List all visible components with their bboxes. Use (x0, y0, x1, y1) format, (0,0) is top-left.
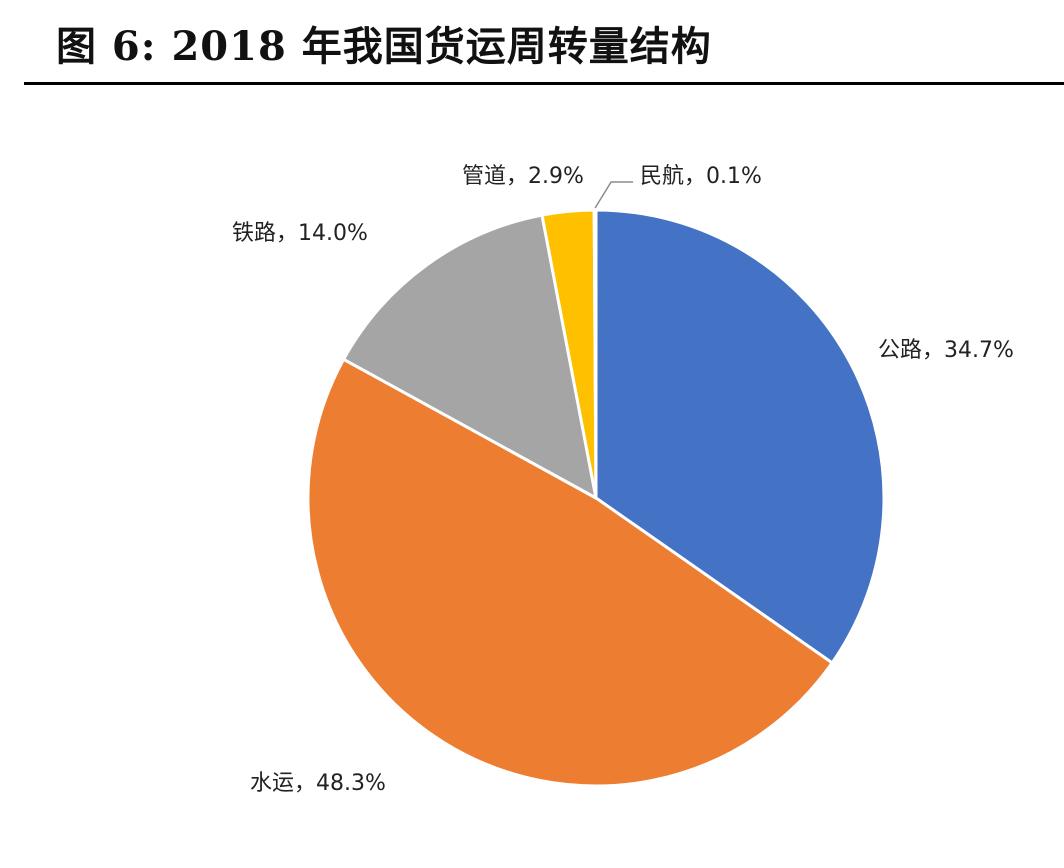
pie-label-水运: 水运，48.3% (250, 771, 386, 796)
pie-label-铁路: 铁路，14.0% (232, 221, 368, 246)
pie-label-管道: 管道，2.9% (462, 164, 584, 189)
leader-lines (594, 181, 634, 209)
pie-slice-铁路 (342, 213, 598, 500)
figure-title: 图 6: 2018 年我国货运周转量结构 (56, 23, 712, 70)
title-rule (24, 82, 1064, 85)
pie-slice-水运 (306, 357, 834, 788)
pie-slices (306, 208, 886, 788)
leader-line-民航 (594, 181, 634, 209)
pie-label-民航: 民航，0.1% (640, 164, 762, 189)
pie-slice-公路 (594, 208, 886, 665)
pie-slice-民航 (592, 208, 598, 500)
pie-labels: 公路，34.7% 水运，48.3% 铁路，14.0% 管道，2.9% 民航，0.1% (232, 164, 1014, 796)
pie-label-公路: 公路，34.7% (878, 338, 1014, 363)
